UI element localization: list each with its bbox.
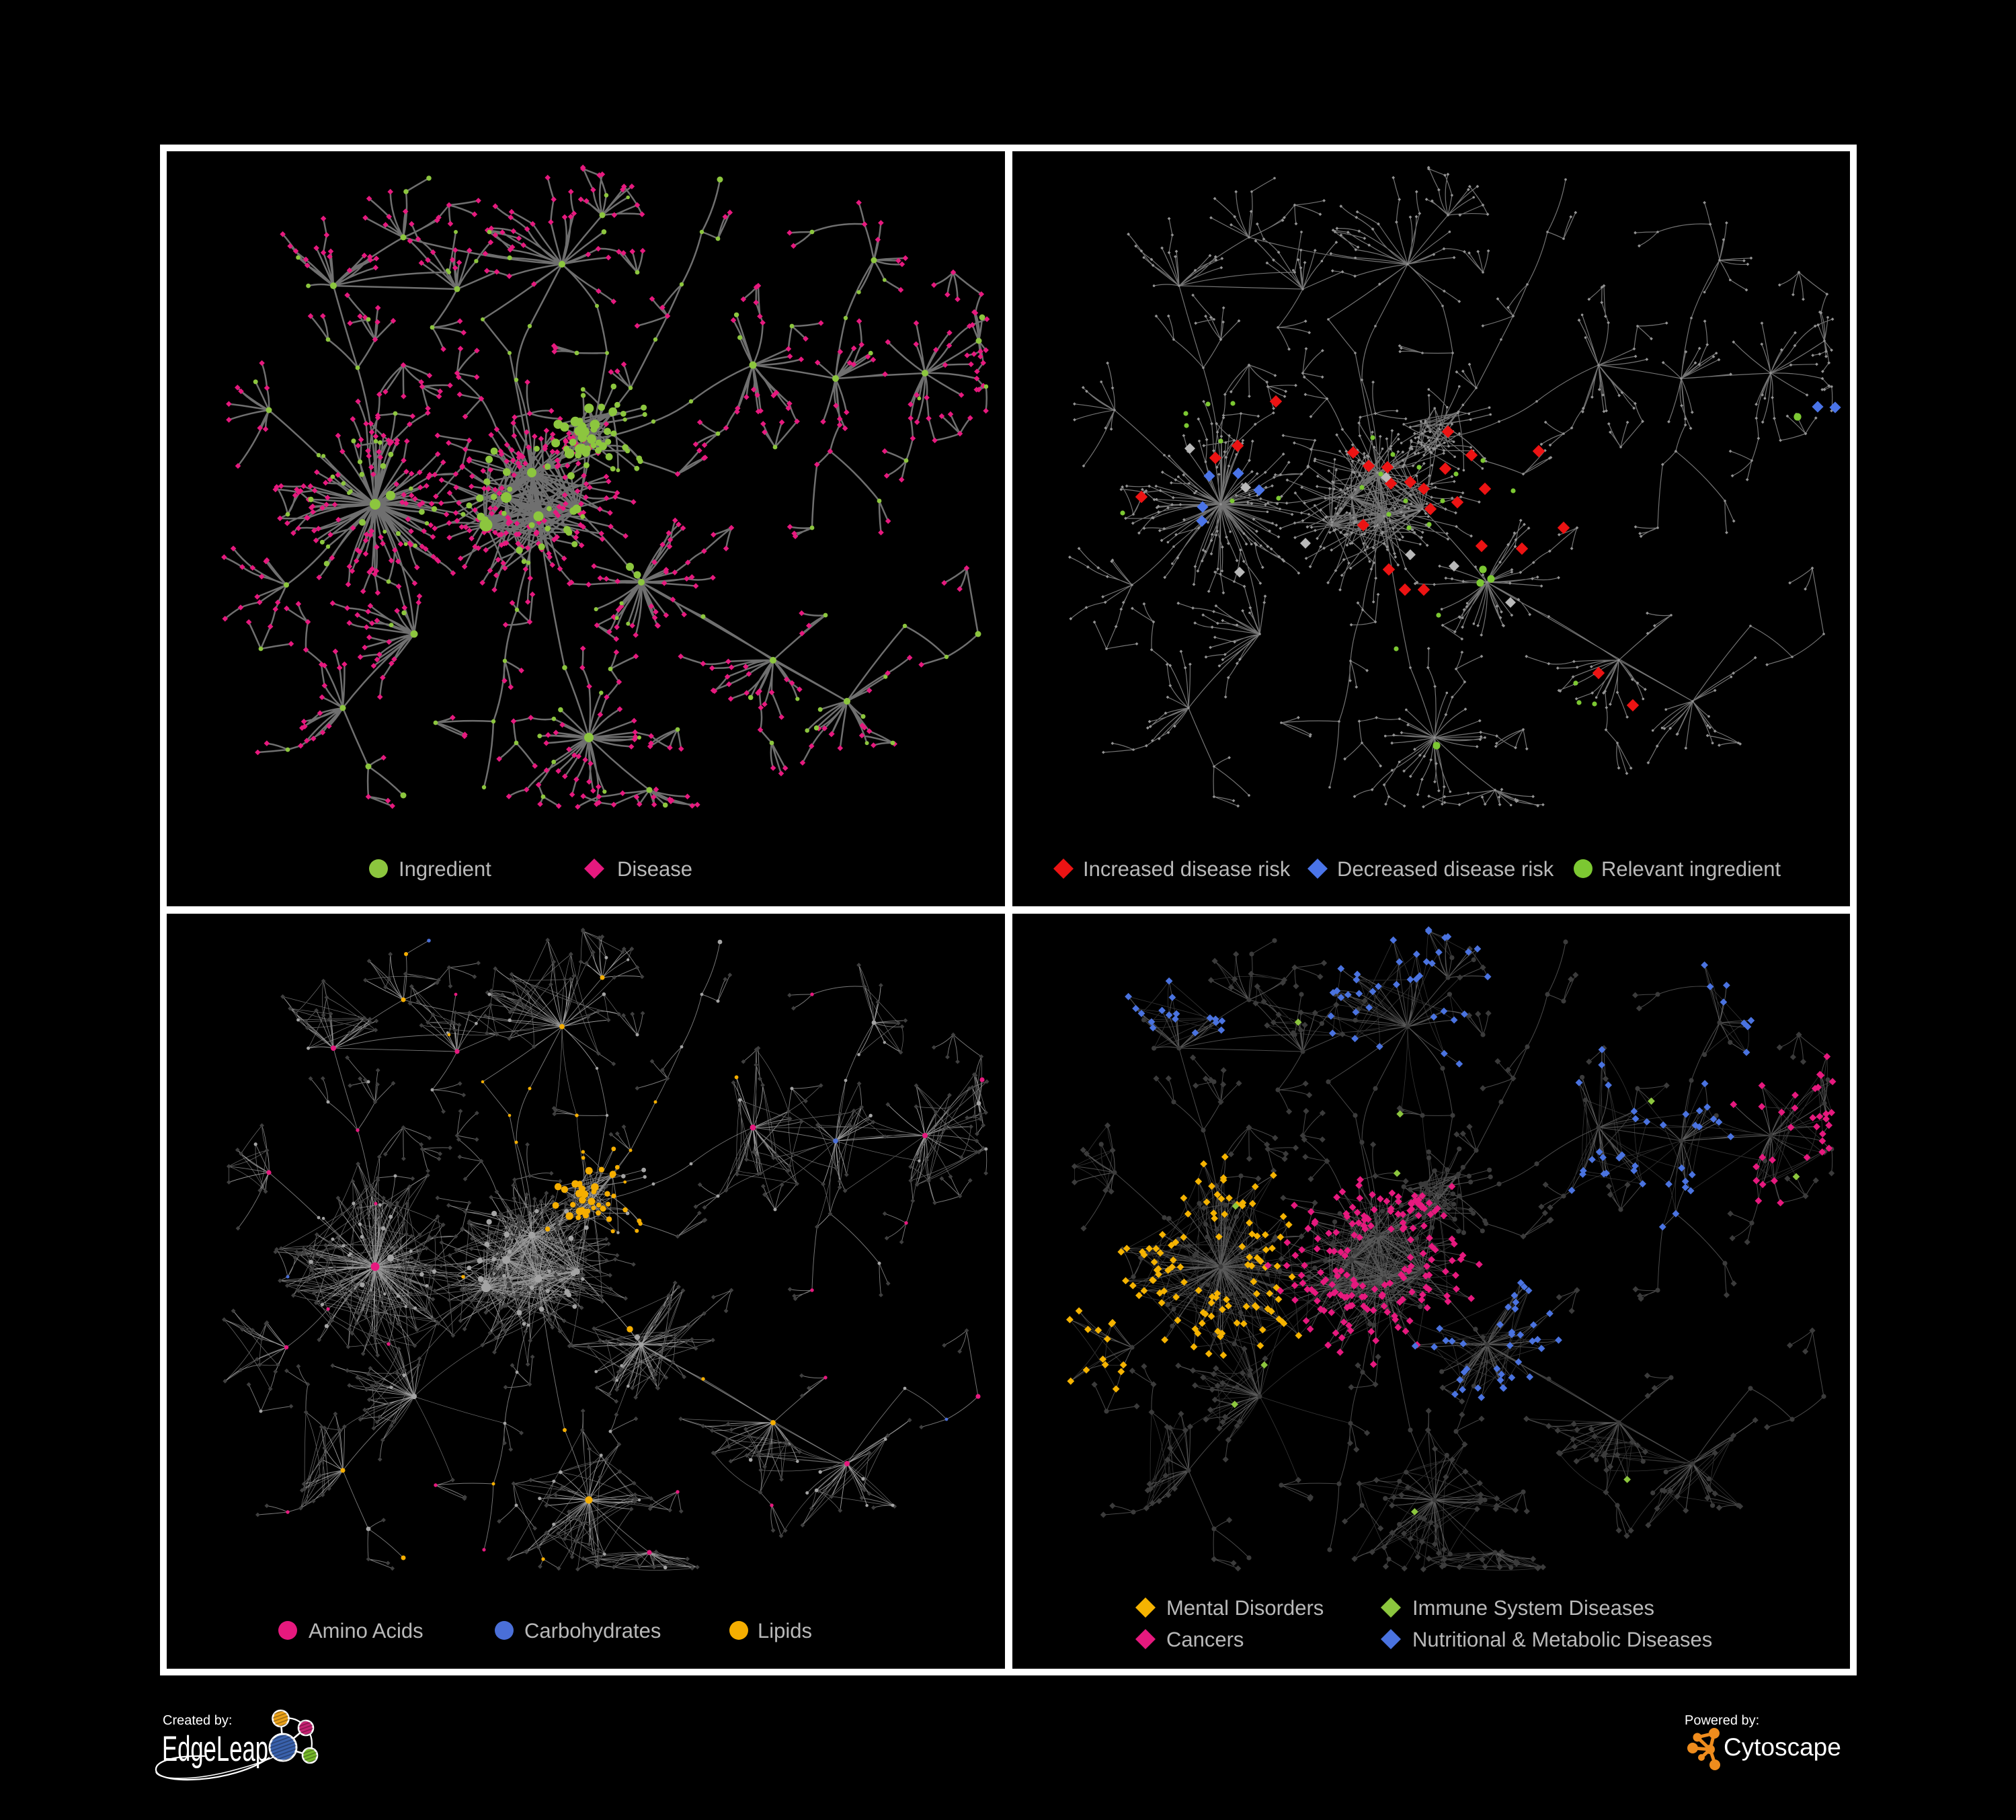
svg-text:Disease: Disease: [617, 857, 692, 881]
svg-text:Powered by:: Powered by:: [1685, 1713, 1759, 1728]
svg-text:Decreased disease risk: Decreased disease risk: [1337, 857, 1554, 881]
svg-text:Increased disease risk: Increased disease risk: [1083, 857, 1291, 881]
svg-text:Immune System Diseases: Immune System Diseases: [1412, 1596, 1654, 1620]
svg-text:Lipids: Lipids: [758, 1619, 812, 1643]
svg-text:EdgeLeap: EdgeLeap: [162, 1729, 268, 1769]
svg-text:Amino Acids: Amino Acids: [309, 1619, 424, 1643]
svg-text:Cytoscape: Cytoscape: [1724, 1733, 1841, 1761]
svg-text:Created by:: Created by:: [163, 1713, 232, 1728]
svg-text:Ingredient: Ingredient: [399, 857, 491, 881]
svg-text:Cancers: Cancers: [1166, 1628, 1244, 1651]
svg-text:Relevant ingredient: Relevant ingredient: [1601, 857, 1781, 881]
svg-text:Nutritional & Metabolic Diseas: Nutritional & Metabolic Diseases: [1412, 1628, 1712, 1651]
svg-text:Carbohydrates: Carbohydrates: [524, 1619, 661, 1643]
svg-text:Mental Disorders: Mental Disorders: [1166, 1596, 1324, 1620]
